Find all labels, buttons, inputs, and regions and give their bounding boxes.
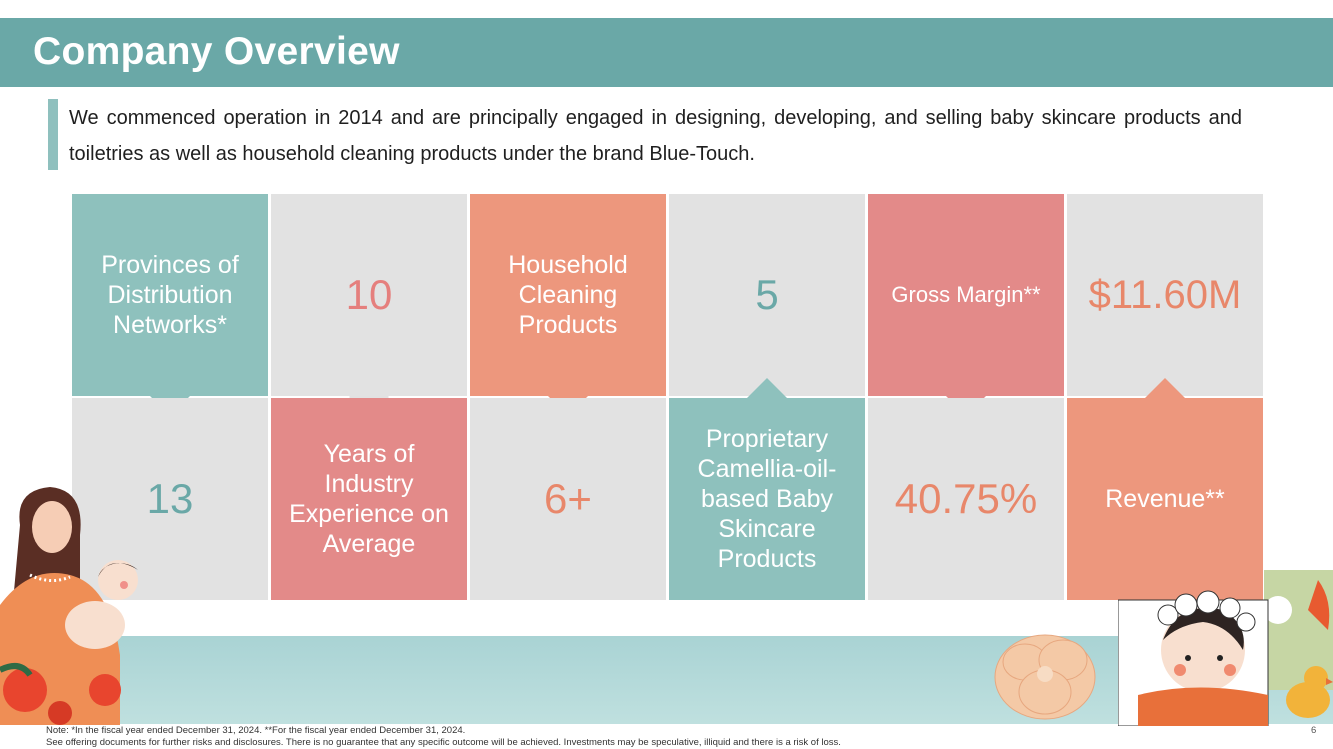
tile-margin-value: 40.75% [868, 398, 1064, 600]
footnote: Note: *In the fiscal year ended December… [46, 725, 1146, 749]
tile-skincare-label: Proprietary Camellia-oil-based Baby Skin… [669, 378, 865, 600]
footnote-line-1: Note: *In the fiscal year ended December… [46, 725, 466, 736]
tile-revenue-value: $11.60M [1067, 194, 1263, 396]
tile-household-value: 6+ [470, 398, 666, 600]
page-title: Company Overview [33, 30, 400, 73]
water-background [0, 636, 1333, 724]
page-number: 6 [1311, 725, 1317, 736]
tile-years-label: Years of Industry Experience on Average [271, 378, 467, 600]
stats-grid: Provinces of Distribution Networks* 13 1… [72, 194, 1265, 600]
intro-accent-bar [48, 99, 58, 170]
title-bar: Company Overview [0, 18, 1333, 87]
tile-margin-label: Gross Margin** [868, 194, 1064, 416]
tile-household-label: Household Cleaning Products [470, 194, 666, 416]
tile-years-value: 10 [271, 194, 467, 416]
tile-provinces-label: Provinces of Distribution Networks* [72, 194, 268, 416]
footnote-line-2: See offering documents for further risks… [46, 737, 841, 748]
mother-baby-illustration [0, 487, 138, 725]
intro-paragraph: We commenced operation in 2014 and are p… [69, 107, 1242, 165]
child-bath-illustration [1118, 570, 1333, 726]
flower-illustration [994, 634, 1096, 720]
tile-skincare-value: 5 [669, 194, 865, 396]
tile-revenue-label: Revenue** [1067, 378, 1263, 600]
